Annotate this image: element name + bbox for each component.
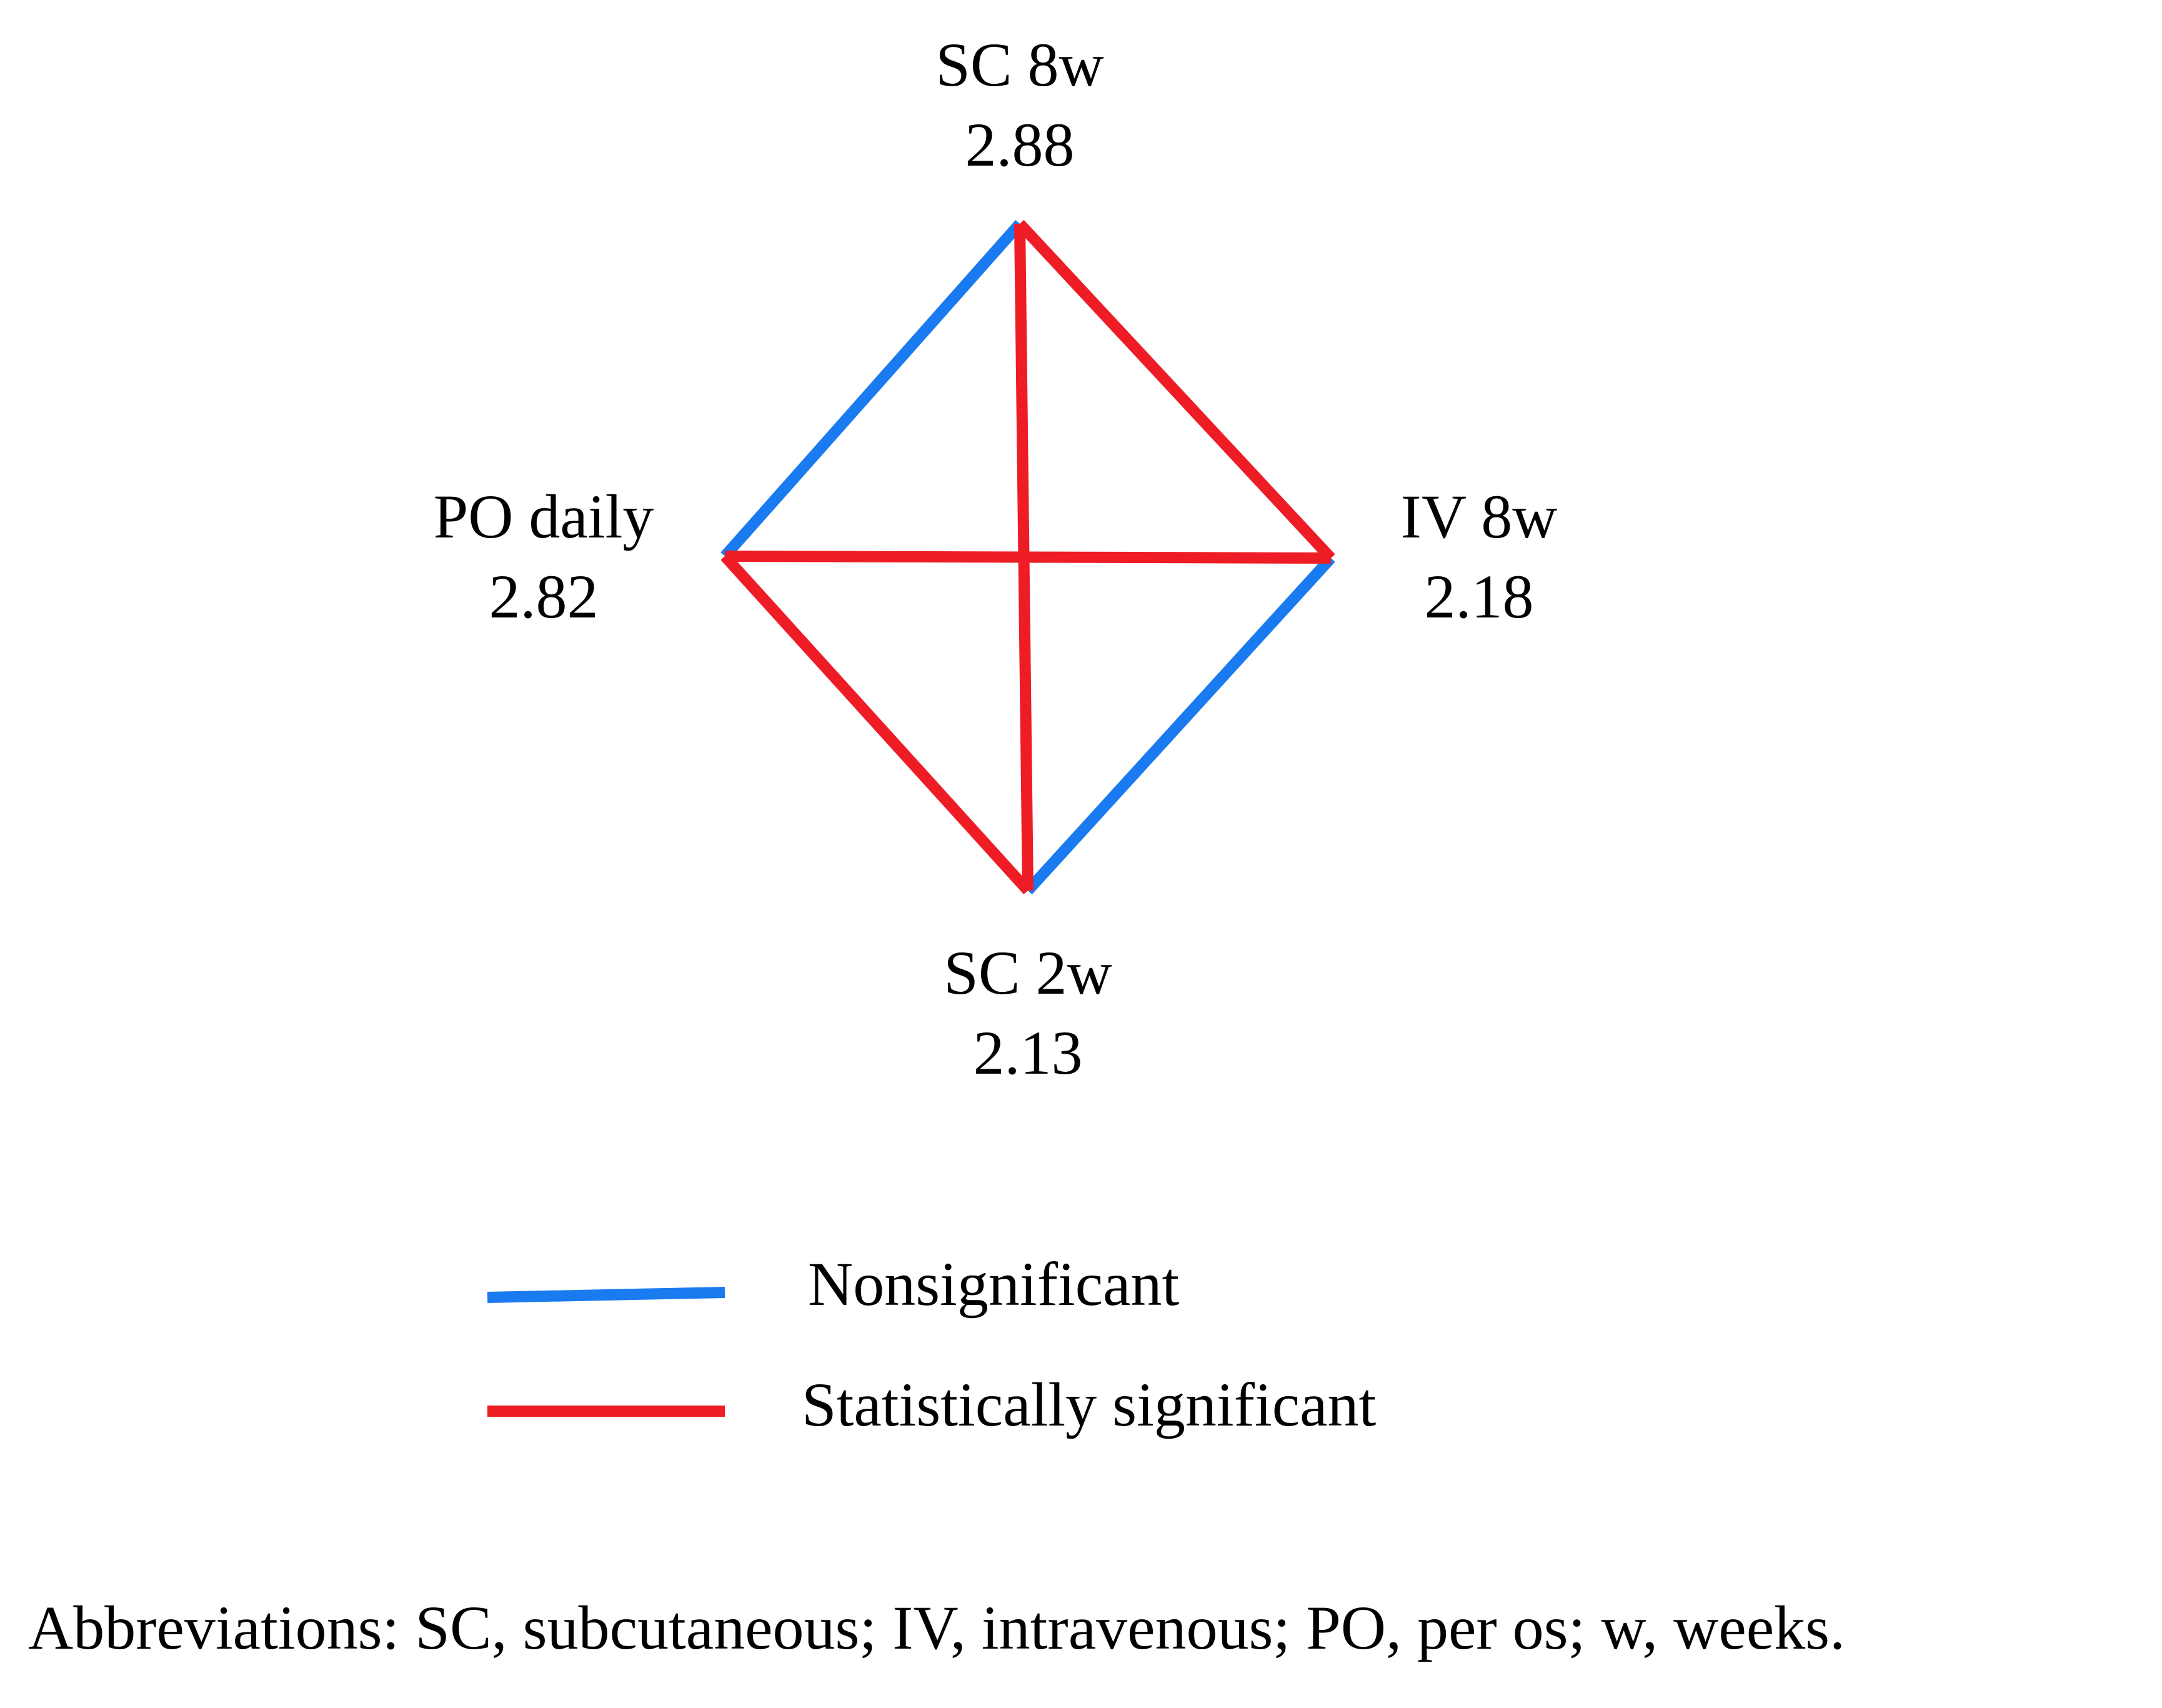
edge-iv8w-sc2w: [1024, 554, 1335, 895]
node-label-sc-8w: SC 8w 2.88: [935, 25, 1104, 185]
node-value-sc-8w: 2.88: [965, 110, 1075, 179]
node-label-iv-8w: IV 8w 2.18: [1401, 477, 1558, 637]
node-label-po-daily: PO daily 2.82: [434, 477, 654, 637]
node-name-sc-8w: SC 8w: [935, 30, 1104, 99]
node-value-sc-2w: 2.13: [973, 1018, 1083, 1087]
edge-podaily-iv8w: [724, 551, 1332, 564]
node-name-iv-8w: IV 8w: [1400, 482, 1558, 551]
legend-label-significant: Statistically significant: [802, 1370, 1377, 1439]
edge-podaily-sc2w: [720, 552, 1032, 895]
edge-sc8w-iv8w: [1015, 219, 1335, 562]
node-value-iv-8w: 2.18: [1424, 562, 1534, 631]
node-label-sc-2w: SC 2w 2.13: [944, 933, 1112, 1093]
legend-label-nonsignificant: Nonsignificant: [808, 1249, 1180, 1319]
edges-group: [720, 219, 1335, 895]
legend-line-nonsignificant: [487, 1287, 725, 1303]
legend-lines-group: [487, 1287, 725, 1417]
abbreviations-footnote: Abbreviations: SC, subcutaneous; IV, int…: [28, 1593, 1846, 1662]
node-name-sc-2w: SC 2w: [944, 938, 1112, 1007]
node-value-po-daily: 2.82: [489, 562, 599, 631]
edge-podaily-sc8w: [720, 220, 1024, 560]
node-name-po-daily: PO daily: [433, 482, 654, 551]
